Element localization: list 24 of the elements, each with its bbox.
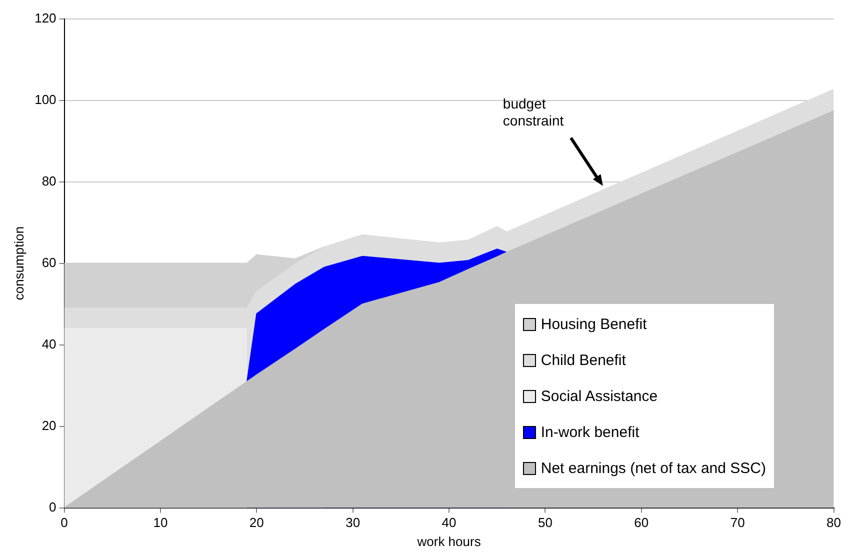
x-tick-label: 10 xyxy=(153,515,168,530)
y-tick-label: 60 xyxy=(42,254,56,270)
x-tick-label: 0 xyxy=(60,515,68,530)
annotation: budget constraint xyxy=(502,96,564,129)
x-tick-label: 60 xyxy=(634,515,649,530)
x-tick-label: 80 xyxy=(826,515,842,530)
x-axis-title: work hours xyxy=(416,534,482,549)
legend-label: Social Assistance xyxy=(540,388,658,404)
x-tick-label: 70 xyxy=(730,515,745,530)
x-tick-label: 50 xyxy=(538,515,552,530)
y-tick-label: 120 xyxy=(34,10,56,26)
x-tick-label: 40 xyxy=(442,515,456,530)
y-tick-label: 40 xyxy=(42,336,56,352)
legend-label: In-work benefit xyxy=(540,424,640,440)
x-tick-label: 20 xyxy=(249,515,264,530)
legend-label: Child Benefit xyxy=(540,352,626,368)
x-tick-label: 30 xyxy=(346,515,360,530)
y-axis-title: consumption xyxy=(11,226,26,300)
y-tick-label: 20 xyxy=(42,418,56,433)
y-tick-label: 100 xyxy=(34,92,56,107)
y-tick-label: 80 xyxy=(42,173,56,188)
legend-label: Net earnings (net of tax and SSC) xyxy=(540,460,766,476)
y-tick-label: 0 xyxy=(49,499,56,514)
legend-label: Housing Benefit xyxy=(540,316,647,332)
